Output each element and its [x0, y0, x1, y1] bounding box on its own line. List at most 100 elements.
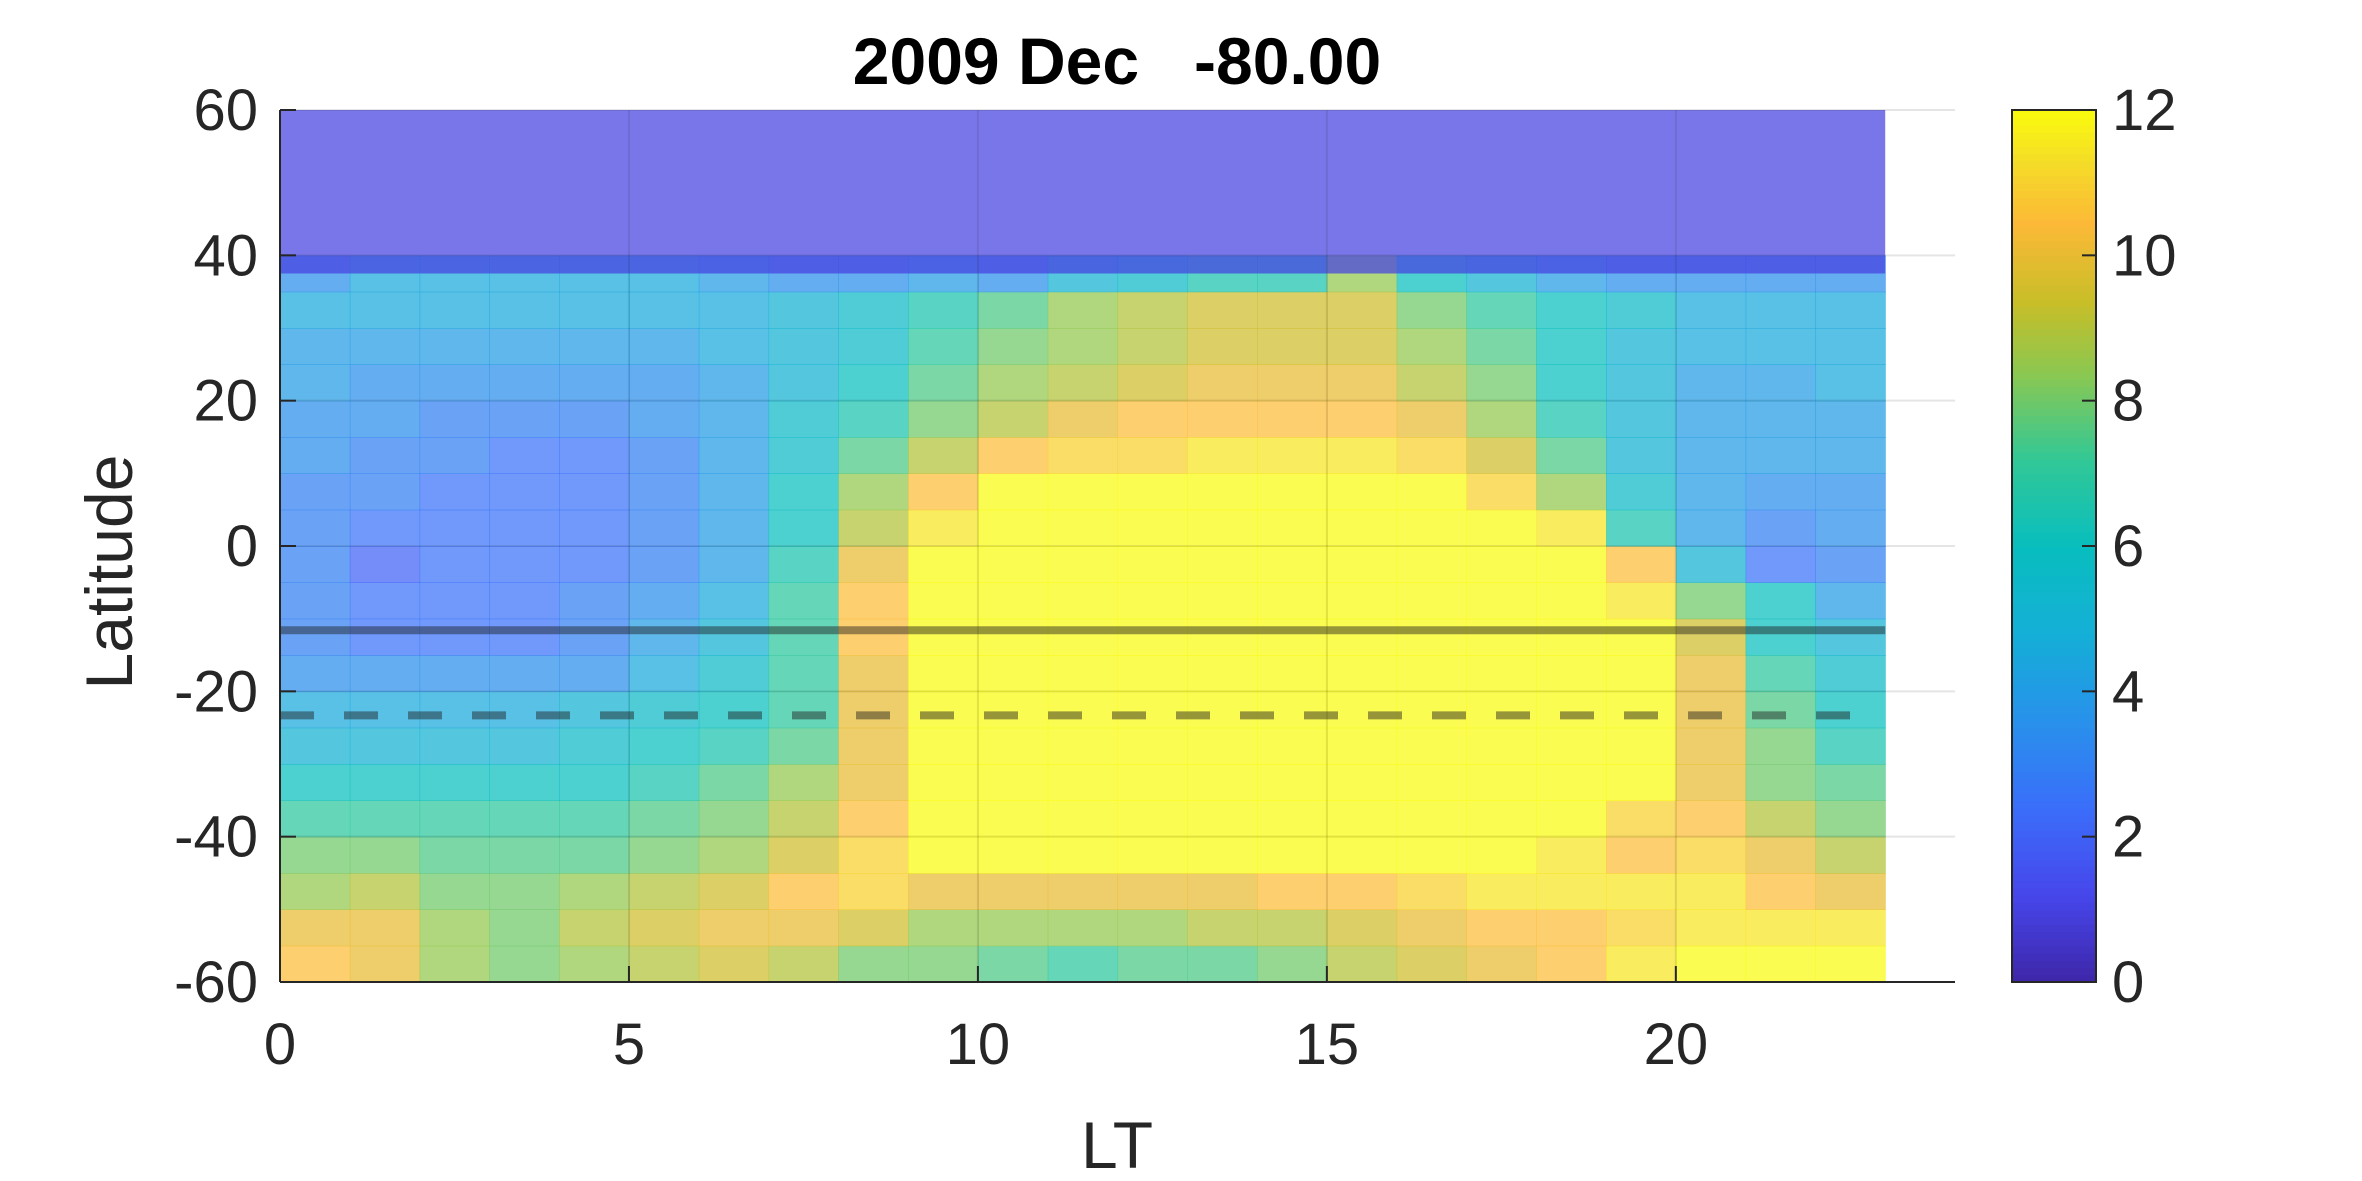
colorbar-segment [2012, 829, 2096, 838]
heatmap-cell [768, 291, 839, 329]
colorbar-segment [2012, 131, 2096, 140]
heatmap-cell [349, 328, 421, 365]
heatmap-cell [419, 618, 490, 656]
heatmap-cell [349, 655, 421, 692]
heatmap-cell [559, 546, 630, 583]
heatmap-cell [1396, 655, 1468, 692]
heatmap-cell [1675, 836, 1747, 874]
heatmap-cell [698, 691, 770, 729]
colorbar-segment [2012, 284, 2096, 293]
heatmap-cell [419, 509, 490, 547]
colorbar-segment [2012, 248, 2096, 257]
heatmap-cell [628, 546, 700, 583]
heatmap-cell [1536, 836, 1607, 874]
heatmap-cell [977, 909, 1049, 947]
colorbar-segment [2012, 865, 2096, 874]
colorbar-segment [2012, 269, 2096, 278]
heatmap-cell [1745, 909, 1817, 947]
heatmap-cell [1117, 364, 1188, 402]
heatmap-cell [559, 727, 630, 765]
heatmap-cell [1466, 291, 1537, 329]
heatmap-cell [1815, 800, 1886, 838]
y-tick-label: 20 [193, 369, 258, 434]
colorbar-segment [2012, 277, 2096, 286]
colorbar-segment [2012, 146, 2096, 155]
heatmap-cell [1047, 328, 1119, 365]
heatmap-cell [1326, 655, 1398, 692]
heatmap-cell [1257, 691, 1328, 729]
heatmap-cell [838, 655, 909, 692]
heatmap-cell [1257, 655, 1328, 692]
heatmap-cell [1675, 400, 1747, 438]
heatmap-cell [628, 873, 700, 910]
heatmap-cell [1675, 618, 1747, 656]
heatmap-cell [1815, 509, 1886, 547]
colorbar-segment [2012, 793, 2096, 802]
heatmap-cell [559, 509, 630, 547]
y-axis-label: Latitude [72, 455, 146, 690]
heatmap-cell [1396, 437, 1468, 474]
heatmap-cell [1257, 546, 1328, 583]
heatmap-cell [1117, 473, 1188, 511]
heatmap-cell [908, 618, 979, 656]
colorbar-segment [2012, 262, 2096, 271]
heatmap-cell [559, 364, 630, 402]
heatmap-cell [1815, 473, 1886, 511]
colorbar-segment [2012, 713, 2096, 722]
heatmap-cell [628, 473, 700, 511]
colorbar-segment [2012, 553, 2096, 562]
heatmap-cell [1396, 291, 1468, 329]
heatmap-cell [419, 873, 490, 910]
heatmap-cell [1745, 727, 1817, 765]
colorbar-segment [2012, 902, 2096, 911]
colorbar [2011, 109, 2097, 983]
colorbar-segment [2012, 894, 2096, 903]
colorbar-segment [2012, 858, 2096, 867]
heatmap-cell [838, 473, 909, 511]
heatmap-cell [628, 618, 700, 656]
heatmap-cell [768, 764, 839, 801]
heatmap-cell [349, 291, 421, 329]
colorbar-segment [2012, 567, 2096, 576]
heatmap-cell [1606, 655, 1677, 692]
heatmap-cell [1606, 909, 1677, 947]
heatmap-cell [1536, 945, 1607, 983]
colorbar-segment [2012, 349, 2096, 358]
heatmap-cell [1606, 836, 1677, 874]
heatmap-cell [1396, 473, 1468, 511]
colorbar-segment [2012, 139, 2096, 148]
colorbar-tick-label: 10 [2112, 223, 2177, 288]
colorbar-segment [2012, 807, 2096, 816]
heatmap-cell [419, 291, 490, 329]
heatmap-cell [1326, 836, 1398, 874]
heatmap-cell [977, 437, 1049, 474]
heatmap-cell [838, 800, 909, 838]
heatmap-cell [698, 473, 770, 511]
colorbar-segment [2012, 328, 2096, 337]
heatmap-cell [489, 800, 560, 838]
colorbar-segment [2012, 676, 2096, 685]
colorbar-segment [2012, 458, 2096, 467]
colorbar-segment [2012, 378, 2096, 387]
heatmap-cell [489, 618, 560, 656]
heatmap-cell [1326, 945, 1398, 983]
colorbar-segment [2012, 684, 2096, 693]
colorbar-segment [2012, 444, 2096, 453]
colorbar-segment [2012, 487, 2096, 496]
colorbar-segment [2012, 771, 2096, 780]
heatmap-cell [419, 764, 490, 801]
colorbar-segment [2012, 923, 2096, 932]
heatmap-cell [1187, 582, 1258, 620]
heatmap-cell [628, 291, 700, 329]
heatmap-cell [977, 836, 1049, 874]
heatmap-cell [977, 473, 1049, 511]
heatmap-cell [1815, 727, 1886, 765]
heatmap-cell [280, 691, 351, 729]
heatmap-cell [1117, 509, 1188, 547]
heatmap-cell [1187, 691, 1258, 729]
colorbar-tick-labels: 12 10 8 6 4 2 0 [2112, 78, 2177, 1015]
heatmap-cell [1047, 655, 1119, 692]
heatmap-cell [280, 909, 351, 947]
heatmap-cell [698, 873, 770, 910]
heatmap-cell [838, 836, 909, 874]
